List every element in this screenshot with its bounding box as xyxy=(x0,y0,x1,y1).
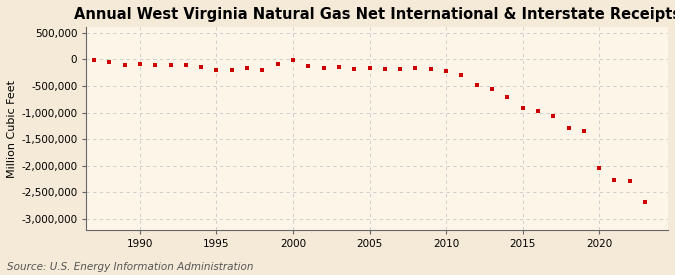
Y-axis label: Million Cubic Feet: Million Cubic Feet xyxy=(7,79,17,178)
Title: Annual West Virginia Natural Gas Net International & Interstate Receipts: Annual West Virginia Natural Gas Net Int… xyxy=(74,7,675,22)
Text: Source: U.S. Energy Information Administration: Source: U.S. Energy Information Administ… xyxy=(7,262,253,272)
